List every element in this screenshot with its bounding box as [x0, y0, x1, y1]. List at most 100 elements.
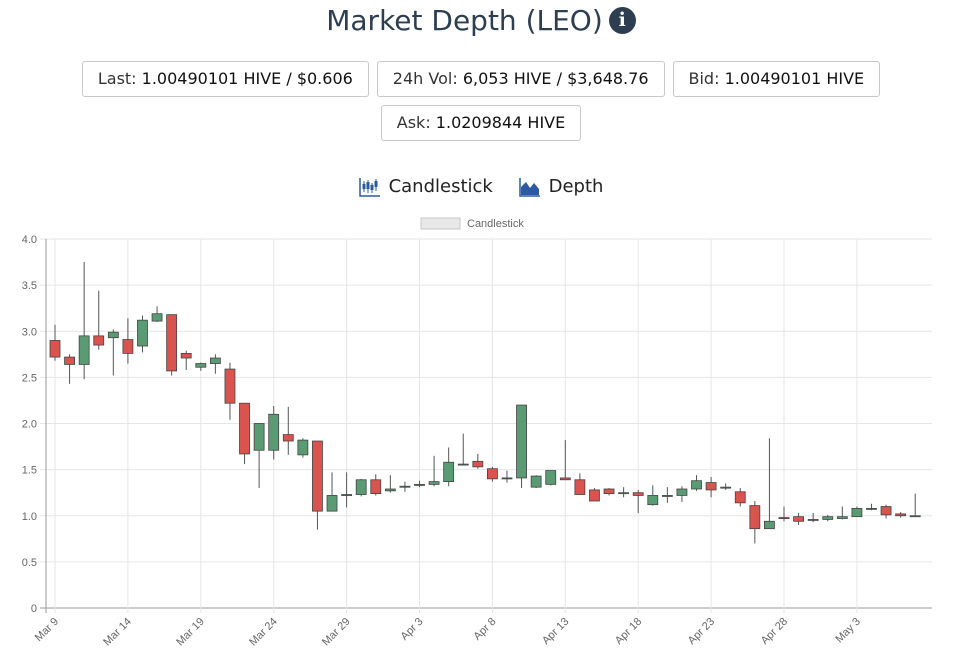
candle-body [516, 404, 527, 479]
candle-body [253, 423, 265, 451]
ask-badge: Ask: 1.0209844 HIVE [380, 105, 582, 141]
candle-body [530, 475, 542, 488]
chart-type-toggles: Candlestick Depth [0, 176, 962, 202]
candle-body [618, 492, 630, 495]
candle-body [676, 488, 688, 496]
candlestick-icon [358, 177, 380, 197]
candle-body [647, 495, 659, 506]
candle-body [428, 481, 440, 485]
x-tick-label: Mar 9 [33, 616, 61, 644]
y-tick-label: 2.5 [22, 372, 37, 384]
candlestick-chart: Candlestick 0 0.5 1.0 1.5 2.0 2.5 3.0 3.5 4.0 Ma… [22, 217, 932, 649]
bid-badge: Bid: 1.00490101 HIVE [672, 61, 881, 97]
bid-value: 1.00490101 HIVE [724, 69, 865, 88]
candles [49, 262, 921, 544]
last-value: 1.00490101 HIVE / $0.606 [141, 69, 353, 88]
y-tick-label: 1.0 [22, 511, 37, 523]
candle-body [195, 363, 207, 368]
candle-body [239, 402, 250, 455]
x-tick-label: Apr 18 [613, 616, 644, 647]
x-tick-label: Apr 23 [686, 616, 717, 647]
candle-body [589, 489, 600, 502]
candle-body [457, 463, 469, 466]
candle-body [282, 434, 294, 442]
candle-body [909, 515, 921, 518]
volume-label: 24h Vol: [392, 69, 458, 88]
depth-icon [518, 177, 540, 197]
chart-grid [40, 238, 932, 613]
chart-legend[interactable]: Candlestick [420, 217, 524, 230]
candle-body [399, 485, 411, 488]
stats-bar: Last: 1.00490101 HIVE / $0.606 24h Vol: 6… [0, 61, 962, 149]
candle-body [370, 479, 382, 495]
y-tick-label: 3.0 [22, 326, 37, 338]
candle-body [734, 491, 746, 504]
x-tick-label: May 3 [833, 616, 863, 646]
y-tick-label: 0 [31, 603, 37, 615]
volume-badge: 24h Vol: 6,053 HIVE / $3,648.76 [376, 61, 665, 97]
candle-body [705, 482, 717, 491]
y-tick-label: 4.0 [22, 234, 37, 246]
ask-value: 1.0209844 HIVE [435, 113, 566, 132]
candle-body [895, 513, 907, 517]
candle-body [107, 331, 119, 339]
candle-body [472, 460, 484, 468]
x-tick-label: Mar 29 [320, 616, 353, 649]
candle-body [486, 468, 498, 480]
volume-value: 6,053 HIVE / $3,648.76 [462, 69, 649, 88]
candle-body [720, 486, 732, 489]
candle-body [384, 488, 396, 492]
page-header: Market Depth (LEO) i [0, 4, 962, 37]
candle-body [414, 483, 425, 486]
x-tick-label: Mar 14 [101, 616, 134, 649]
candle-body [603, 488, 615, 495]
candle-body [93, 335, 105, 346]
legend-label: Candlestick [467, 218, 524, 230]
candle-body [312, 440, 323, 512]
x-tick-label: Apr 13 [540, 616, 571, 647]
candle-body [151, 313, 163, 322]
candle-body [880, 506, 892, 516]
candle-body [778, 517, 790, 519]
candle-body [49, 340, 61, 358]
depth-label: Depth [548, 176, 604, 197]
candle-body [180, 352, 192, 359]
y-tick-label: 0.5 [22, 557, 37, 569]
candle-body [224, 368, 236, 404]
candlestick-label: Candlestick [388, 176, 493, 197]
candle-body [691, 480, 702, 490]
candle-body [574, 479, 586, 495]
candle-body [559, 477, 571, 481]
candle-body [632, 492, 644, 496]
ask-label: Ask: [396, 113, 431, 132]
candle-body [122, 339, 134, 354]
candle-body [355, 479, 367, 495]
candle-body [209, 357, 221, 364]
candle-body [545, 470, 557, 485]
candle-body [501, 477, 513, 480]
bid-label: Bid: [688, 69, 720, 88]
candle-body [851, 507, 863, 518]
candle-body [297, 439, 309, 456]
candle-body [661, 495, 673, 497]
candle-body [793, 516, 804, 522]
x-tick-label: Mar 19 [174, 616, 207, 649]
candle-body [807, 519, 819, 521]
candle-body [749, 505, 761, 530]
x-tick-label: Apr 3 [399, 616, 426, 643]
candle-body [166, 314, 178, 372]
candle-body [64, 356, 75, 365]
last-label: Last: [97, 69, 137, 88]
candle-body [866, 507, 877, 510]
candle-body [822, 516, 834, 520]
candle-body [78, 335, 90, 365]
candle-body [764, 520, 775, 530]
info-icon[interactable]: i [608, 7, 636, 34]
y-tick-label: 2.0 [22, 419, 37, 431]
x-tick-label: Apr 8 [471, 616, 498, 643]
page-title: Market Depth (LEO) [326, 4, 603, 37]
candle-body [268, 413, 280, 451]
depth-toggle[interactable]: Depth [518, 176, 604, 197]
x-tick-label: Apr 28 [759, 616, 790, 647]
candlestick-toggle[interactable]: Candlestick [358, 176, 493, 197]
